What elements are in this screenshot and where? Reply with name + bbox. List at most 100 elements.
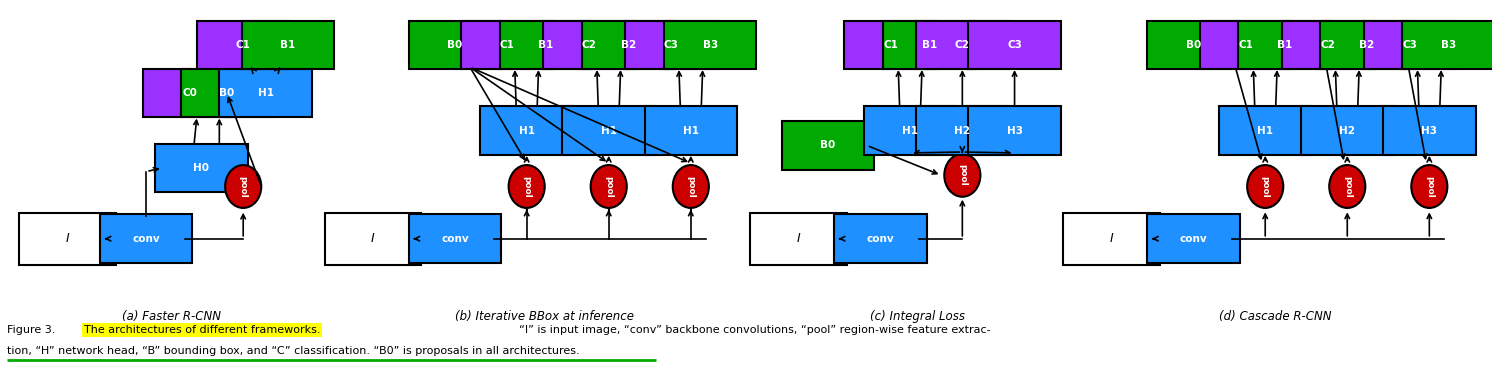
Text: pool: pool <box>239 176 248 197</box>
Text: (a) Faster R-CNN: (a) Faster R-CNN <box>122 310 221 323</box>
Text: B1: B1 <box>280 40 295 50</box>
FancyBboxPatch shape <box>1200 21 1292 69</box>
Text: B0: B0 <box>821 141 836 150</box>
FancyBboxPatch shape <box>1320 21 1413 69</box>
Text: conv: conv <box>1180 234 1207 244</box>
FancyBboxPatch shape <box>409 214 501 263</box>
Text: I: I <box>66 232 69 245</box>
FancyBboxPatch shape <box>664 21 756 69</box>
Ellipse shape <box>1329 165 1365 208</box>
Text: conv: conv <box>133 234 160 244</box>
FancyBboxPatch shape <box>1147 21 1240 69</box>
FancyBboxPatch shape <box>409 21 501 69</box>
Text: H1: H1 <box>258 88 273 98</box>
Text: H1: H1 <box>519 126 534 135</box>
Text: I: I <box>1110 232 1113 245</box>
FancyBboxPatch shape <box>645 106 737 155</box>
FancyBboxPatch shape <box>1147 214 1240 263</box>
Text: C3: C3 <box>664 40 679 50</box>
FancyBboxPatch shape <box>155 144 248 192</box>
FancyBboxPatch shape <box>18 213 116 265</box>
Text: Figure 3.: Figure 3. <box>7 325 55 335</box>
Text: C2: C2 <box>1320 40 1335 50</box>
FancyBboxPatch shape <box>834 214 927 263</box>
FancyBboxPatch shape <box>968 106 1061 155</box>
FancyBboxPatch shape <box>562 106 655 155</box>
Text: H1: H1 <box>601 126 616 135</box>
Text: C2: C2 <box>955 40 970 50</box>
FancyBboxPatch shape <box>1383 106 1476 155</box>
FancyBboxPatch shape <box>325 213 421 265</box>
Text: (d) Cascade R-CNN: (d) Cascade R-CNN <box>1219 310 1332 323</box>
Text: H3: H3 <box>1422 126 1437 135</box>
Text: C1: C1 <box>236 40 251 50</box>
Ellipse shape <box>1247 165 1283 208</box>
FancyBboxPatch shape <box>1238 21 1331 69</box>
Text: pool: pool <box>1425 176 1434 197</box>
FancyBboxPatch shape <box>625 21 718 69</box>
Text: H1: H1 <box>1258 126 1273 135</box>
Text: H3: H3 <box>1007 126 1022 135</box>
Text: B2: B2 <box>621 40 636 50</box>
FancyBboxPatch shape <box>864 106 956 155</box>
Text: B0: B0 <box>1186 40 1201 50</box>
Ellipse shape <box>591 165 627 208</box>
Text: pool: pool <box>958 164 967 186</box>
FancyBboxPatch shape <box>968 21 1061 69</box>
Text: B0: B0 <box>219 88 234 98</box>
Text: conv: conv <box>867 234 894 244</box>
FancyBboxPatch shape <box>883 21 976 69</box>
Text: C1: C1 <box>500 40 515 50</box>
Text: C3: C3 <box>1007 40 1022 50</box>
Text: tion, “H” network head, “B” bounding box, and “C” classification. “B0” is propos: tion, “H” network head, “B” bounding box… <box>7 347 580 356</box>
Text: H2: H2 <box>1340 126 1355 135</box>
Ellipse shape <box>225 165 261 208</box>
FancyBboxPatch shape <box>1062 213 1161 265</box>
Text: I: I <box>797 232 800 245</box>
FancyBboxPatch shape <box>1282 21 1374 69</box>
Text: C3: C3 <box>1402 40 1417 50</box>
Text: pool: pool <box>1261 176 1270 197</box>
Text: pool: pool <box>604 176 613 197</box>
Text: I: I <box>372 232 374 245</box>
Text: pool: pool <box>522 176 531 197</box>
Text: C1: C1 <box>1238 40 1253 50</box>
Text: C2: C2 <box>582 40 597 50</box>
FancyBboxPatch shape <box>1402 21 1492 69</box>
FancyBboxPatch shape <box>1219 106 1311 155</box>
Text: B1: B1 <box>1277 40 1292 50</box>
FancyBboxPatch shape <box>461 21 554 69</box>
Text: H1: H1 <box>683 126 698 135</box>
Text: pool: pool <box>1343 176 1352 197</box>
FancyBboxPatch shape <box>582 21 674 69</box>
Text: H0: H0 <box>194 163 209 173</box>
FancyBboxPatch shape <box>543 21 636 69</box>
Text: C0: C0 <box>182 88 197 98</box>
Text: B2: B2 <box>1359 40 1374 50</box>
Text: pool: pool <box>686 176 695 197</box>
Text: H1: H1 <box>903 126 918 135</box>
Text: B0: B0 <box>448 40 463 50</box>
Text: B3: B3 <box>703 40 718 50</box>
Text: “I” is input image, “conv” backbone convolutions, “pool” region-wise feature ext: “I” is input image, “conv” backbone conv… <box>519 325 991 335</box>
FancyBboxPatch shape <box>1364 21 1456 69</box>
Ellipse shape <box>509 165 545 208</box>
Ellipse shape <box>944 154 980 197</box>
FancyBboxPatch shape <box>143 69 236 117</box>
Text: B3: B3 <box>1441 40 1456 50</box>
Text: conv: conv <box>442 234 468 244</box>
FancyBboxPatch shape <box>500 21 592 69</box>
Text: B1: B1 <box>539 40 554 50</box>
Text: C1: C1 <box>883 40 898 50</box>
Ellipse shape <box>673 165 709 208</box>
FancyBboxPatch shape <box>480 106 573 155</box>
FancyBboxPatch shape <box>844 21 937 69</box>
FancyBboxPatch shape <box>219 69 312 117</box>
FancyBboxPatch shape <box>197 21 289 69</box>
FancyBboxPatch shape <box>916 21 1009 69</box>
Text: The architectures of different frameworks.: The architectures of different framework… <box>84 325 321 335</box>
FancyBboxPatch shape <box>242 21 334 69</box>
FancyBboxPatch shape <box>916 106 1009 155</box>
FancyBboxPatch shape <box>100 214 192 263</box>
FancyBboxPatch shape <box>782 121 874 170</box>
